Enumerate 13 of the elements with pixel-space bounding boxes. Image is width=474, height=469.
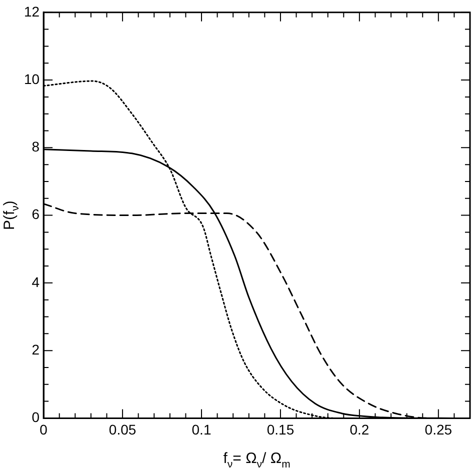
y-tick-label: 8 (32, 138, 40, 155)
x-tick-label: 0.25 (424, 421, 452, 438)
y-tick-label: 12 (24, 3, 40, 20)
x-tick-label: 0.15 (266, 421, 294, 438)
y-tick-label: 0 (32, 409, 40, 426)
y-tick-label: 6 (32, 206, 40, 222)
x-tick-label: 0.1 (192, 421, 212, 438)
x-tick-label: 0.2 (350, 421, 370, 438)
y-tick-label: 10 (24, 70, 40, 87)
x-tick-label: 0.05 (108, 421, 136, 438)
y-tick-label: 4 (32, 274, 40, 290)
y-axis-title: P(fν) (1, 200, 22, 230)
y-tick-label: 2 (32, 341, 40, 358)
